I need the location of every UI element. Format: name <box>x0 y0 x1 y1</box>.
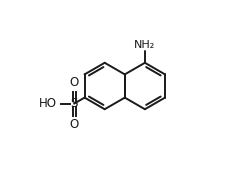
Text: S: S <box>70 97 77 110</box>
Text: HO: HO <box>38 97 56 110</box>
Text: O: O <box>69 76 78 89</box>
Text: NH₂: NH₂ <box>134 40 155 50</box>
Text: O: O <box>69 118 78 131</box>
